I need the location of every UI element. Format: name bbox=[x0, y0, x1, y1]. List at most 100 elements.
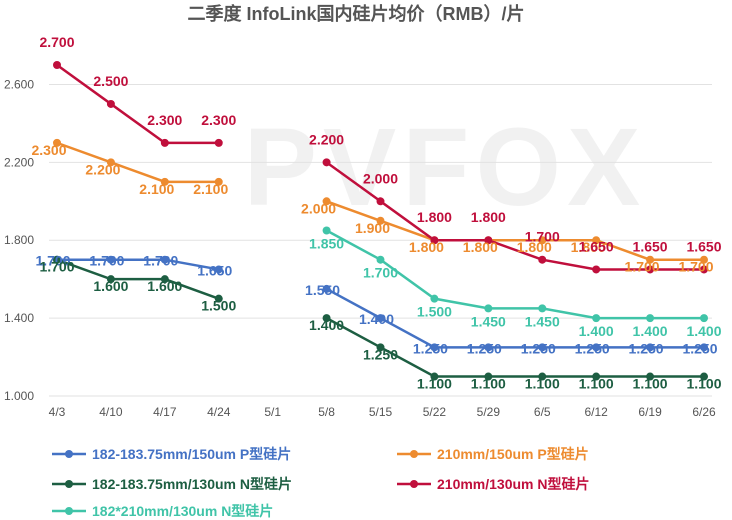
series-line bbox=[326, 200, 704, 261]
chart-title: 二季度 InfoLink国内硅片均价（RMB）/片 bbox=[188, 3, 525, 24]
x-tick-label: 6/12 bbox=[584, 405, 608, 419]
data-point bbox=[430, 372, 439, 381]
data-label: 1.100 bbox=[525, 376, 560, 392]
data-label: 2.000 bbox=[301, 200, 336, 216]
data-point bbox=[322, 284, 331, 293]
data-label: 2.500 bbox=[93, 73, 128, 89]
y-tick-label: 1.400 bbox=[4, 311, 34, 325]
data-label: 2.100 bbox=[139, 181, 174, 197]
data-label: 1.100 bbox=[471, 376, 506, 392]
data-point bbox=[430, 294, 439, 303]
data-label: 1.400 bbox=[359, 311, 394, 327]
data-label: 1.800 bbox=[463, 239, 498, 255]
data-point bbox=[160, 177, 169, 186]
data-point bbox=[592, 372, 601, 381]
x-tick-label: 4/10 bbox=[99, 405, 123, 419]
data-label: 1.250 bbox=[682, 340, 717, 356]
data-point bbox=[646, 372, 655, 381]
data-point bbox=[376, 216, 385, 225]
data-point bbox=[160, 275, 169, 284]
data-label: 1.850 bbox=[309, 236, 344, 252]
data-point bbox=[106, 255, 115, 264]
data-point bbox=[484, 372, 493, 381]
data-label: 1.650 bbox=[197, 262, 232, 278]
data-label: 1.800 bbox=[409, 239, 444, 255]
data-point bbox=[160, 138, 169, 147]
legend-swatch-marker bbox=[65, 480, 73, 488]
series-line bbox=[57, 258, 219, 271]
data-label: 1.100 bbox=[686, 376, 721, 392]
data-point bbox=[646, 314, 655, 323]
data-label: 1.100 bbox=[417, 376, 452, 392]
legend-label: 182-183.75mm/130um N型硅片 bbox=[92, 476, 292, 492]
data-point bbox=[430, 343, 439, 352]
data-point bbox=[214, 265, 223, 274]
data-point bbox=[53, 61, 61, 69]
data-point bbox=[538, 372, 547, 381]
data-point bbox=[646, 255, 655, 264]
data-point bbox=[376, 255, 385, 264]
data-label: 1.800 bbox=[571, 239, 606, 255]
data-label: 1.700 bbox=[143, 253, 178, 269]
data-label: 2.200 bbox=[309, 131, 344, 147]
series-line bbox=[325, 287, 704, 349]
series-line bbox=[325, 229, 704, 320]
data-point bbox=[646, 265, 655, 274]
x-tick-label: 5/1 bbox=[264, 405, 281, 419]
legend-label: 182-183.75mm/150um P型硅片 bbox=[92, 446, 291, 462]
data-label: 1.900 bbox=[355, 220, 390, 236]
data-label: 1.500 bbox=[417, 304, 452, 320]
data-point bbox=[700, 314, 708, 323]
data-label: 1.400 bbox=[633, 323, 668, 339]
data-point bbox=[106, 158, 115, 167]
data-point bbox=[322, 226, 331, 235]
x-tick-label: 5/8 bbox=[318, 405, 335, 419]
data-label: 1.700 bbox=[89, 253, 124, 269]
data-label: 1.250 bbox=[413, 340, 448, 356]
legend-label: 210mm/130um N型硅片 bbox=[437, 476, 590, 492]
data-point bbox=[538, 236, 547, 245]
data-label: 1.100 bbox=[633, 376, 668, 392]
data-label: 1.250 bbox=[575, 340, 610, 356]
data-label: 1.250 bbox=[363, 346, 398, 362]
series-line bbox=[56, 141, 219, 184]
legend-swatch-marker bbox=[410, 480, 418, 488]
data-label: 2.100 bbox=[193, 181, 228, 197]
data-point bbox=[376, 197, 385, 206]
data-label: 1.650 bbox=[686, 238, 721, 254]
y-tick-label: 1.000 bbox=[4, 389, 34, 403]
data-label: 2.300 bbox=[201, 112, 236, 128]
data-point bbox=[430, 236, 439, 245]
x-tick-label: 6/19 bbox=[638, 405, 662, 419]
data-point bbox=[700, 343, 708, 352]
series-line bbox=[56, 63, 219, 145]
data-point bbox=[700, 255, 708, 264]
x-tick-label: 4/17 bbox=[153, 405, 177, 419]
data-point bbox=[592, 343, 601, 352]
data-label: 1.700 bbox=[39, 259, 74, 275]
data-label: 1.700 bbox=[525, 229, 560, 245]
data-label: 1.800 bbox=[417, 209, 452, 225]
data-point bbox=[484, 236, 493, 245]
x-tick-label: 5/22 bbox=[423, 405, 447, 419]
series-lines bbox=[56, 63, 704, 378]
data-point bbox=[160, 255, 169, 264]
legend-swatch-marker bbox=[65, 450, 73, 458]
y-axis: 1.000 1.400 1.800 2.200 2.600 bbox=[4, 77, 34, 403]
data-point bbox=[106, 99, 115, 108]
data-label: 2.200 bbox=[85, 161, 120, 177]
x-tick-label: 6/5 bbox=[534, 405, 551, 419]
data-label: 1.250 bbox=[629, 340, 664, 356]
data-point bbox=[484, 304, 493, 313]
data-label: 2.300 bbox=[31, 142, 66, 158]
data-label: 1.700 bbox=[363, 265, 398, 281]
data-point bbox=[592, 236, 601, 245]
data-point bbox=[322, 158, 331, 167]
data-point bbox=[538, 343, 547, 352]
data-label: 1.650 bbox=[579, 238, 614, 254]
data-point bbox=[53, 255, 61, 264]
data-label: 2.000 bbox=[363, 170, 398, 186]
data-label: 1.400 bbox=[579, 323, 614, 339]
data-point bbox=[376, 314, 385, 323]
